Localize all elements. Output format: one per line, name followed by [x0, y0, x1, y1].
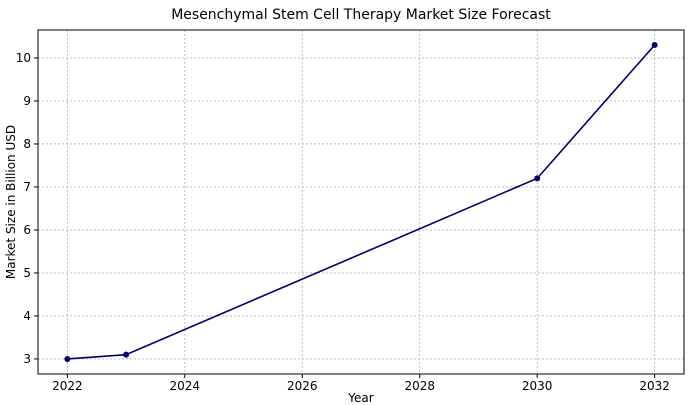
series-layer [64, 42, 658, 362]
data-point [123, 351, 130, 358]
y-tick-label: 4 [23, 309, 31, 323]
y-axis: 3 4 5 6 7 8 9 10 [16, 51, 38, 366]
series-line [67, 44, 656, 360]
y-axis-label: Market Size in Billion USD [4, 125, 18, 279]
x-axis-label: Year [347, 391, 373, 405]
data-point [64, 355, 71, 362]
data-point [651, 42, 658, 49]
y-tick-label: 7 [23, 180, 31, 194]
x-tick-label: 2026 [287, 379, 318, 393]
grid [38, 30, 684, 374]
x-axis: 2022 2024 2026 2028 2030 2032 [52, 374, 670, 393]
x-tick-label: 2024 [170, 379, 201, 393]
data-point [534, 175, 541, 182]
y-tick-label: 8 [23, 137, 31, 151]
y-tick-label: 10 [16, 51, 31, 65]
x-tick-label: 2030 [522, 379, 553, 393]
x-tick-label: 2028 [404, 379, 435, 393]
y-tick-label: 9 [23, 94, 31, 108]
y-tick-label: 6 [23, 223, 31, 237]
y-tick-label: 3 [23, 352, 31, 366]
x-tick-label: 2032 [639, 379, 670, 393]
x-tick-label: 2022 [52, 379, 83, 393]
y-tick-label: 5 [23, 266, 31, 280]
chart-title: Mesenchymal Stem Cell Therapy Market Siz… [171, 7, 551, 23]
plot-frame [37, 29, 685, 375]
